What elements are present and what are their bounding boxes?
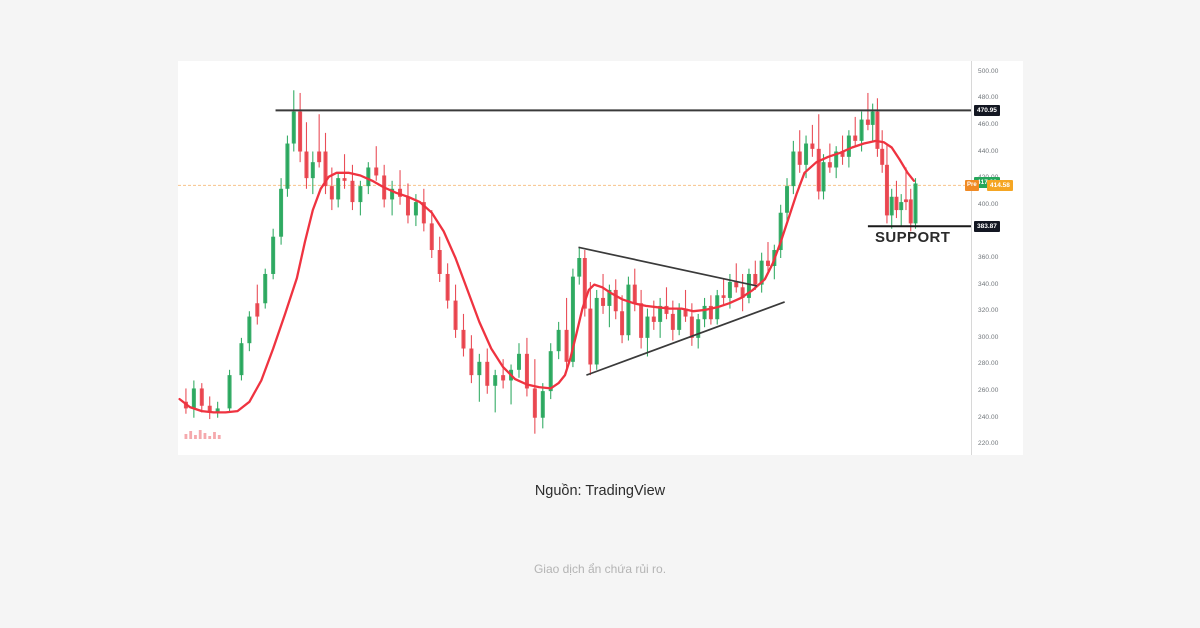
price-axis-tick: 440.00 — [978, 147, 999, 155]
source-caption: Nguồn: TradingView — [534, 483, 666, 499]
price-scale-divider — [971, 61, 972, 455]
premarket-price-tag[interactable]: Pre 414.58 — [965, 180, 1013, 192]
support-price-tag[interactable]: 383.87 — [974, 221, 1000, 233]
price-axis-tick: 360.00 — [978, 254, 999, 261]
support-price-tag-value: 383.87 — [977, 223, 997, 231]
price-axis-tick: 300.00 — [978, 333, 999, 341]
volume-stub — [184, 430, 221, 439]
price-axis-tick: 340.00 — [978, 280, 999, 288]
price-axis-tick: 220.00 — [978, 440, 999, 448]
candle-series — [183, 90, 918, 434]
resistance-price-tag-value: 470.95 — [977, 107, 997, 115]
price-axis-tick: 280.00 — [978, 360, 999, 368]
chart-plot-area[interactable] — [178, 61, 971, 455]
price-axis-tick: 460.00 — [978, 120, 999, 128]
price-axis-tick: 320.00 — [978, 307, 999, 315]
price-scale[interactable]: 500.00480.00460.00440.00420.00400.00380.… — [965, 61, 1023, 455]
price-axis-tick: 400.00 — [978, 200, 999, 208]
candlestick-chart-svg — [178, 90, 971, 439]
support-annotation-label: SUPPORT — [875, 229, 951, 246]
trendline-annotations — [275, 109, 971, 376]
last-price-tag-value: 417.39 — [977, 179, 997, 186]
last-price-tag[interactable]: 417.39 — [974, 176, 1000, 188]
price-axis-tick: 240.00 — [978, 413, 999, 421]
price-axis-tick: 500.00 — [978, 67, 999, 75]
moving-average-line — [178, 139, 916, 414]
premarket-badge: Pre — [965, 180, 979, 192]
resistance-price-tag[interactable]: 470.95 — [974, 105, 1000, 117]
price-axis-tick: 480.00 — [978, 94, 999, 102]
chart-card: 500.00480.00460.00440.00420.00400.00380.… — [178, 61, 1023, 455]
price-axis-tick: 260.00 — [978, 387, 999, 395]
premarket-price-tag-value: 414.58 — [990, 182, 1010, 190]
risk-disclaimer: Giao dịch ẩn chứa rủi ro. — [533, 562, 667, 576]
